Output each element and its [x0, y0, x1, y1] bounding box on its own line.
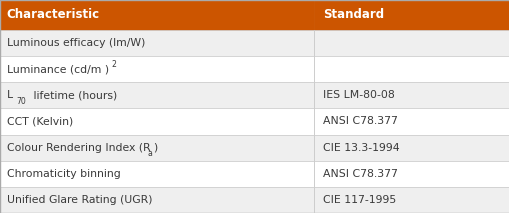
Text: Colour Rendering Index (R: Colour Rendering Index (R — [7, 143, 150, 153]
Bar — [313, 56, 509, 82]
Text: ANSI C78.377: ANSI C78.377 — [322, 169, 397, 179]
Text: a: a — [147, 149, 152, 158]
Bar — [0, 135, 313, 161]
Text: IES LM-80-08: IES LM-80-08 — [322, 90, 394, 100]
Text: Characteristic: Characteristic — [7, 9, 100, 22]
Bar — [0, 0, 313, 30]
Text: Chromaticity binning: Chromaticity binning — [7, 169, 120, 179]
Text: Luminance (cd/m ): Luminance (cd/m ) — [7, 64, 108, 74]
Bar — [0, 56, 313, 82]
Bar — [0, 161, 313, 187]
Text: ANSI C78.377: ANSI C78.377 — [322, 117, 397, 127]
Bar — [313, 82, 509, 108]
Text: CIE 13.3-1994: CIE 13.3-1994 — [322, 143, 399, 153]
Text: 2: 2 — [111, 60, 116, 69]
Text: ): ) — [153, 143, 157, 153]
Text: CCT (Kelvin): CCT (Kelvin) — [7, 117, 73, 127]
Bar — [313, 108, 509, 135]
Bar — [0, 108, 313, 135]
Text: lifetime (hours): lifetime (hours) — [30, 90, 117, 100]
Text: CIE 117-1995: CIE 117-1995 — [322, 195, 395, 205]
Text: L: L — [7, 90, 13, 100]
Text: Standard: Standard — [322, 9, 383, 22]
Bar — [0, 30, 313, 56]
Bar — [313, 135, 509, 161]
Bar — [313, 30, 509, 56]
Bar — [0, 82, 313, 108]
Bar — [0, 187, 313, 213]
Text: Unified Glare Rating (UGR): Unified Glare Rating (UGR) — [7, 195, 152, 205]
Bar — [313, 0, 509, 30]
Bar — [313, 187, 509, 213]
Bar — [313, 161, 509, 187]
Text: Luminous efficacy (lm/W): Luminous efficacy (lm/W) — [7, 38, 145, 48]
Text: 70: 70 — [16, 97, 26, 106]
